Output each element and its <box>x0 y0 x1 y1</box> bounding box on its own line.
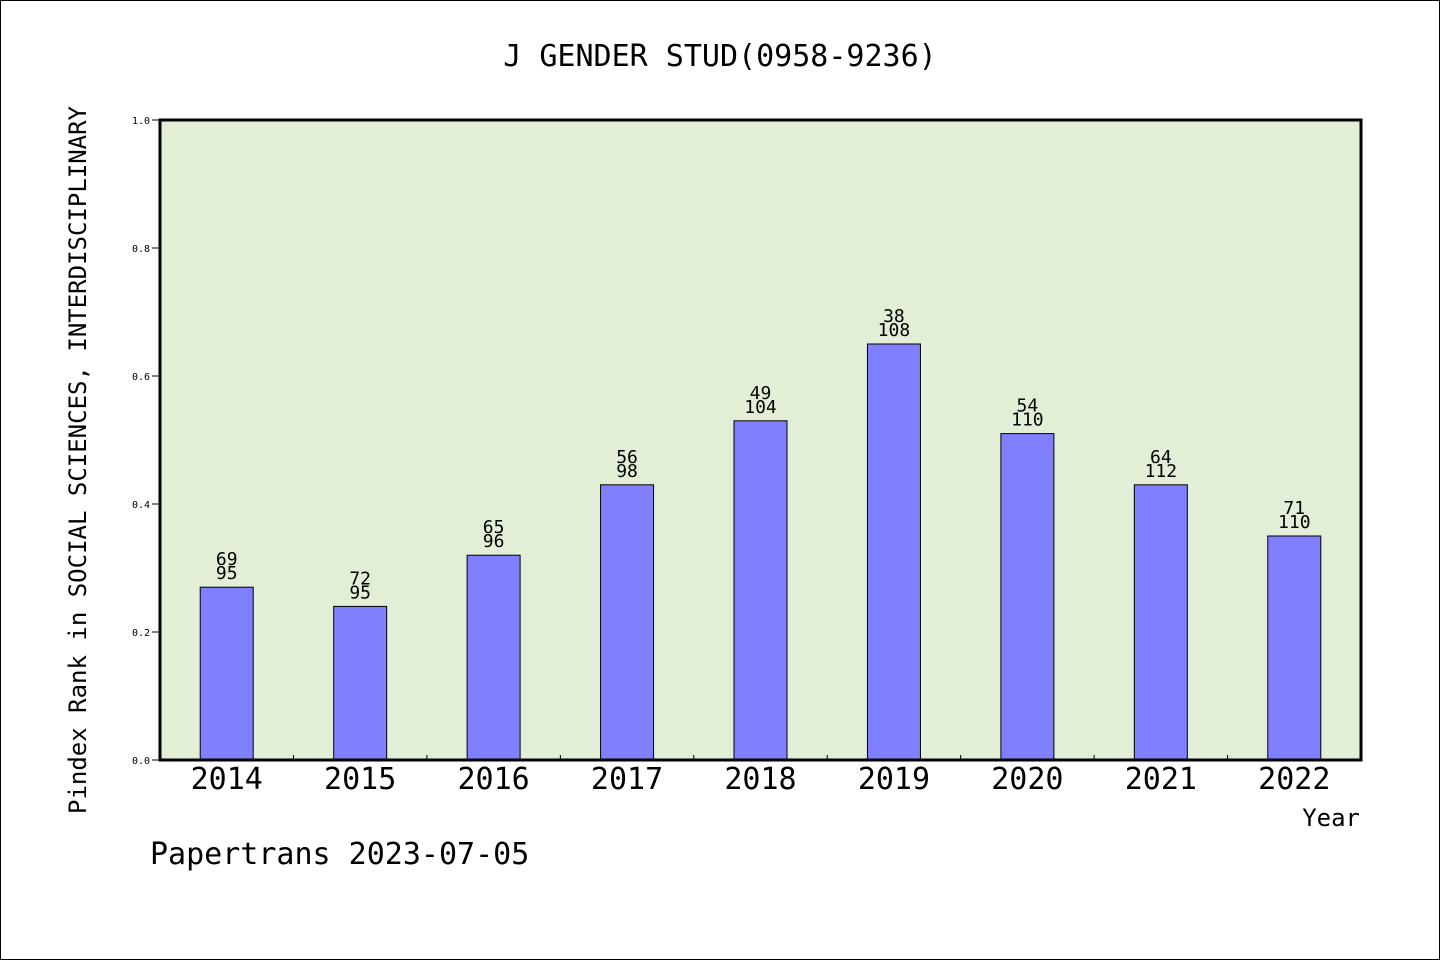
x-tick-label: 2019 <box>858 762 930 797</box>
y-tick-label: 0.4 <box>132 500 150 511</box>
bar-2015 <box>333 605 388 761</box>
rank-label: 65 <box>483 517 505 538</box>
bar-2017 <box>600 484 655 761</box>
y-tick-label: 1.0 <box>132 116 150 127</box>
y-tick-label: 0.8 <box>132 244 150 255</box>
x-tick-label: 2017 <box>591 762 663 797</box>
total-label: 95 <box>216 563 238 584</box>
y-tick-label: 0.0 <box>132 756 150 767</box>
plot-frame <box>158 118 1363 762</box>
total-label: 95 <box>349 582 371 603</box>
x-tick-label: 2018 <box>724 762 796 797</box>
x-tick-label: 2020 <box>991 762 1063 797</box>
total-label: 98 <box>616 461 638 482</box>
bar-2016 <box>466 554 521 761</box>
total-label: 96 <box>483 531 505 552</box>
x-axis-tick-labels: 2014 2015 2016 2017 2018 2019 2020 2021 2022 <box>191 762 1331 797</box>
bars <box>199 343 1322 761</box>
bar-2014 <box>199 586 254 761</box>
bar-2019 <box>866 343 921 761</box>
y-axis-label: Pindex Rank in SOCIAL SCIENCES, INTERDIS… <box>64 105 92 814</box>
bar-2020 <box>1000 433 1055 761</box>
y-tick-label: 0.2 <box>132 628 150 639</box>
rank-label: 54 <box>1017 396 1039 417</box>
bar-2022 <box>1267 535 1322 761</box>
x-axis-label: Year <box>1302 804 1360 832</box>
chart-title: J GENDER STUD(0958-9236) <box>503 39 936 74</box>
rank-label: 49 <box>750 383 772 404</box>
rank-label: 38 <box>883 306 905 327</box>
bar-2021 <box>1133 484 1188 761</box>
x-tick-label: 2022 <box>1258 762 1330 797</box>
rank-label: 64 <box>1150 447 1172 468</box>
rank-label: 56 <box>616 447 638 468</box>
total-label: 110 <box>1011 410 1044 431</box>
total-label: 104 <box>744 397 777 418</box>
rank-label: 71 <box>1283 498 1305 519</box>
rank-label: 72 <box>349 568 371 589</box>
total-label: 110 <box>1278 512 1311 533</box>
x-tick-label: 2014 <box>191 762 263 797</box>
total-label: 108 <box>878 320 911 341</box>
x-tick-label: 2015 <box>324 762 396 797</box>
x-tick-label: 2016 <box>457 762 529 797</box>
total-label: 112 <box>1145 461 1178 482</box>
y-tick-label: 0.6 <box>132 372 150 383</box>
y-axis-ticks: 0.0 0.2 0.4 0.6 0.8 1.0 <box>132 116 160 767</box>
rank-label: 69 <box>216 549 238 570</box>
footer-credit: Papertrans 2023-07-05 <box>150 837 529 872</box>
bar-2018 <box>733 420 788 761</box>
x-tick-label: 2021 <box>1125 762 1197 797</box>
